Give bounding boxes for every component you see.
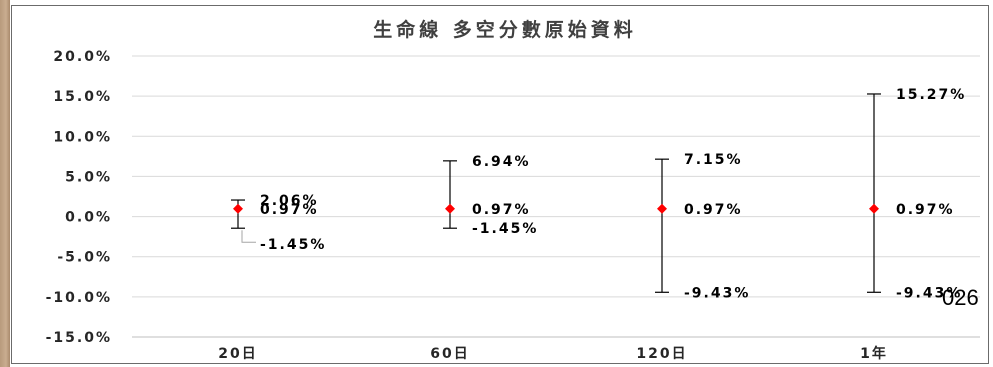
x-tick-label: 60日 (430, 346, 469, 362)
data-label-low: -1.45% (260, 237, 326, 253)
y-tick-label: 15.0% (53, 89, 112, 105)
data-point (233, 203, 243, 214)
data-point (869, 203, 879, 214)
y-tick-label: -5.0% (57, 250, 112, 266)
data-label-low: -9.43% (896, 285, 962, 301)
data-label-low: -9.43% (684, 285, 750, 301)
data-label-low: -1.45% (472, 221, 538, 237)
y-tick-label: 5.0% (65, 169, 112, 185)
data-point (657, 203, 667, 214)
chart-frame (11, 5, 989, 364)
data-point (445, 203, 455, 214)
data-label-high: 7.15% (684, 152, 743, 168)
data-label-high: 6.94% (472, 154, 531, 170)
chart-title: 生命線 多空分數原始資料 (373, 18, 637, 41)
y-tick-label: -15.0% (46, 330, 112, 346)
x-tick-label: 20日 (218, 346, 257, 362)
x-tick-label: 1年 (860, 345, 888, 362)
data-label-value: 0.97% (684, 202, 743, 218)
data-label-value: 0.97% (472, 202, 531, 218)
data-label-value: 0.97% (896, 202, 955, 218)
y-tick-label: 10.0% (53, 129, 112, 145)
y-tick-label: 0.0% (65, 210, 112, 226)
left-edge-strip (0, 0, 10, 367)
data-label-high: 2.06% (260, 193, 319, 209)
data-label-value: 0.97% (260, 202, 319, 218)
y-tick-label: 20.0% (53, 49, 112, 65)
y-tick-label: -10.0% (46, 290, 112, 306)
x-tick-label: 120日 (636, 346, 687, 362)
data-label-high: 15.27% (896, 87, 966, 103)
overlay-number: 026 (942, 285, 979, 310)
label-leader-line (241, 230, 256, 243)
